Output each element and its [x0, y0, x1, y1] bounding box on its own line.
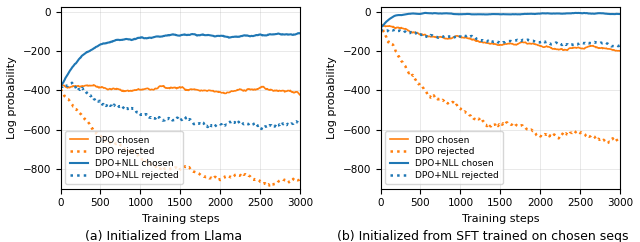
- Line: DPO rejected: DPO rejected: [61, 89, 300, 186]
- DPO+NLL rejected: [253, 124, 261, 127]
- DPO rejected: [506, 123, 514, 126]
- DPO chosen: [573, 46, 580, 49]
- DPO rejected: [377, 22, 385, 25]
- DPO+NLL chosen: [507, 13, 515, 16]
- X-axis label: Training steps: Training steps: [461, 214, 539, 224]
- DPO rejected: [492, 125, 500, 128]
- DPO+NLL rejected: [492, 40, 500, 43]
- DPO+NLL rejected: [291, 120, 299, 123]
- DPO rejected: [490, 123, 498, 126]
- DPO+NLL chosen: [253, 34, 260, 37]
- DPO rejected: [186, 167, 194, 170]
- DPO+NLL chosen: [295, 32, 303, 35]
- DPO rejected: [291, 179, 298, 182]
- Legend: DPO chosen, DPO rejected, DPO+NLL chosen, DPO+NLL rejected: DPO chosen, DPO rejected, DPO+NLL chosen…: [65, 131, 183, 184]
- DPO rejected: [616, 141, 624, 144]
- DPO chosen: [611, 49, 618, 52]
- DPO+NLL chosen: [199, 33, 207, 36]
- DPO+NLL chosen: [186, 33, 194, 36]
- DPO rejected: [611, 138, 618, 141]
- DPO+NLL rejected: [519, 38, 527, 41]
- DPO chosen: [58, 83, 65, 86]
- DPO+NLL chosen: [611, 13, 618, 15]
- DPO+NLL rejected: [57, 85, 65, 88]
- DPO+NLL chosen: [491, 13, 499, 15]
- DPO+NLL chosen: [616, 13, 624, 15]
- Line: DPO chosen: DPO chosen: [381, 23, 620, 51]
- Line: DPO rejected: DPO rejected: [381, 24, 620, 144]
- DPO chosen: [296, 93, 304, 96]
- Line: DPO+NLL chosen: DPO+NLL chosen: [61, 33, 300, 86]
- DPO+NLL chosen: [377, 26, 385, 29]
- DPO+NLL rejected: [573, 43, 580, 46]
- Legend: DPO chosen, DPO rejected, DPO+NLL chosen, DPO+NLL rejected: DPO chosen, DPO rejected, DPO+NLL chosen…: [385, 131, 503, 184]
- DPO chosen: [253, 88, 261, 91]
- DPO rejected: [170, 166, 178, 169]
- Y-axis label: Log probability: Log probability: [7, 56, 17, 139]
- X-axis label: Training steps: Training steps: [141, 214, 219, 224]
- DPO chosen: [57, 84, 65, 87]
- DPO chosen: [187, 88, 195, 91]
- DPO chosen: [616, 50, 624, 53]
- DPO chosen: [291, 91, 298, 94]
- DPO+NLL rejected: [506, 39, 514, 42]
- DPO rejected: [296, 177, 304, 180]
- DPO rejected: [266, 184, 273, 187]
- DPO chosen: [171, 86, 179, 89]
- Text: (b) Initialized from SFT trained on chosen seqs: (b) Initialized from SFT trained on chos…: [337, 230, 629, 242]
- DPO+NLL rejected: [258, 128, 266, 130]
- Text: (a) Initialized from Llama: (a) Initialized from Llama: [84, 230, 242, 242]
- DPO chosen: [492, 43, 500, 46]
- DPO+NLL rejected: [68, 81, 76, 84]
- DPO+NLL chosen: [421, 11, 429, 14]
- DPO+NLL rejected: [607, 45, 615, 48]
- DPO+NLL chosen: [57, 84, 65, 87]
- Line: DPO+NLL rejected: DPO+NLL rejected: [61, 83, 300, 129]
- DPO rejected: [57, 88, 65, 91]
- DPO rejected: [253, 178, 260, 181]
- Line: DPO+NLL rejected: DPO+NLL rejected: [381, 30, 620, 46]
- DPO+NLL chosen: [296, 32, 304, 35]
- DPO rejected: [603, 142, 611, 145]
- Line: DPO+NLL chosen: DPO+NLL chosen: [381, 13, 620, 28]
- DPO+NLL chosen: [492, 13, 500, 16]
- DPO chosen: [506, 42, 514, 45]
- DPO+NLL rejected: [611, 45, 618, 47]
- DPO+NLL rejected: [377, 28, 385, 31]
- DPO rejected: [172, 166, 180, 169]
- DPO+NLL chosen: [573, 12, 581, 15]
- DPO+NLL rejected: [296, 124, 304, 127]
- DPO+NLL rejected: [172, 118, 180, 121]
- DPO rejected: [519, 125, 527, 128]
- DPO chosen: [490, 43, 498, 45]
- DPO rejected: [199, 174, 207, 177]
- DPO+NLL rejected: [187, 118, 195, 121]
- DPO+NLL chosen: [291, 33, 298, 36]
- DPO+NLL chosen: [520, 13, 527, 15]
- DPO chosen: [200, 89, 207, 92]
- DPO chosen: [519, 41, 527, 44]
- DPO+NLL chosen: [170, 33, 178, 36]
- DPO+NLL rejected: [171, 119, 179, 121]
- DPO rejected: [573, 130, 580, 133]
- DPO+NLL chosen: [172, 34, 180, 37]
- Line: DPO chosen: DPO chosen: [61, 85, 300, 95]
- DPO+NLL rejected: [200, 121, 207, 124]
- DPO chosen: [172, 87, 180, 90]
- Y-axis label: Log probability: Log probability: [327, 56, 337, 139]
- DPO chosen: [377, 22, 385, 25]
- DPO+NLL rejected: [616, 44, 624, 47]
- DPO+NLL rejected: [490, 40, 498, 43]
